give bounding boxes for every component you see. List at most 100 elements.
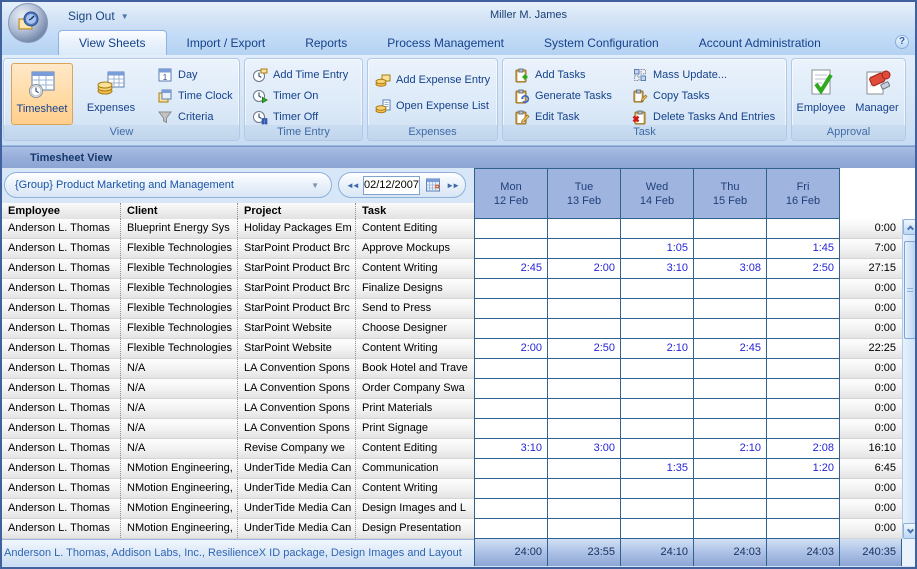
calendar-icon[interactable] — [425, 177, 441, 193]
criteria-button[interactable]: Criteria — [152, 106, 238, 127]
time-cell[interactable]: 1:45 — [767, 239, 840, 259]
tab-view-sheets[interactable]: View Sheets — [58, 30, 167, 55]
table-row[interactable]: Anderson L. ThomasN/ARevise Company weCo… — [0, 439, 474, 459]
prev-period-icon[interactable]: ◄◄ — [346, 181, 358, 190]
tab-process-management[interactable]: Process Management — [367, 31, 524, 55]
time-cell[interactable] — [475, 319, 548, 339]
time-cell[interactable] — [767, 219, 840, 239]
time-cell[interactable] — [548, 319, 621, 339]
time-cell[interactable]: 2:10 — [694, 439, 767, 459]
app-orb-button[interactable] — [8, 3, 48, 43]
time-cell[interactable] — [475, 299, 548, 319]
column-header-task[interactable]: Task — [355, 203, 474, 219]
scrollbar-thumb[interactable] — [904, 241, 916, 339]
table-row[interactable]: Anderson L. ThomasFlexible TechnologiesS… — [0, 299, 474, 319]
open-expense-list-button[interactable]: Open Expense List — [370, 93, 495, 119]
time-cell[interactable]: 3:00 — [548, 439, 621, 459]
time-cell[interactable]: 2:45 — [694, 339, 767, 359]
time-cell[interactable] — [621, 359, 694, 379]
table-row[interactable]: Anderson L. ThomasNMotion Engineering,Un… — [0, 519, 474, 539]
time-cell[interactable]: 2:00 — [548, 259, 621, 279]
time-cell[interactable] — [621, 319, 694, 339]
generate-tasks-button[interactable]: Generate Tasks — [509, 85, 627, 106]
table-row[interactable]: Anderson L. ThomasFlexible TechnologiesS… — [0, 239, 474, 259]
time-cell[interactable] — [767, 299, 840, 319]
time-cell[interactable] — [694, 499, 767, 519]
time-cell[interactable]: 2:08 — [767, 439, 840, 459]
time-cell[interactable] — [475, 459, 548, 479]
time-cell[interactable] — [475, 519, 548, 539]
time-cell[interactable] — [694, 419, 767, 439]
time-cell[interactable] — [767, 499, 840, 519]
expenses-view-button[interactable]: Expenses — [80, 63, 142, 125]
time-cell[interactable] — [548, 279, 621, 299]
time-cell[interactable] — [767, 359, 840, 379]
time-cell[interactable] — [548, 459, 621, 479]
timer-on-button[interactable]: Timer On — [247, 85, 360, 106]
time-cell[interactable]: 2:50 — [767, 259, 840, 279]
tab-account-administration[interactable]: Account Administration — [679, 31, 841, 55]
table-row[interactable]: Anderson L. ThomasNMotion Engineering,Un… — [0, 459, 474, 479]
time-cell[interactable] — [694, 459, 767, 479]
edit-task-button[interactable]: Edit Task — [509, 106, 627, 127]
mass-update-button[interactable]: Mass Update... — [627, 64, 785, 85]
tab-import-export[interactable]: Import / Export — [167, 31, 286, 55]
time-cell[interactable] — [767, 279, 840, 299]
time-cell[interactable] — [694, 359, 767, 379]
time-cell[interactable] — [694, 219, 767, 239]
table-row[interactable]: Anderson L. ThomasNMotion Engineering,Un… — [0, 479, 474, 499]
vertical-scrollbar[interactable] — [902, 219, 917, 539]
time-cell[interactable]: 3:10 — [621, 259, 694, 279]
timer-off-button[interactable]: Timer Off — [247, 106, 360, 127]
time-cell[interactable] — [548, 479, 621, 499]
table-row[interactable]: Anderson L. ThomasN/ALA Convention Spons… — [0, 419, 474, 439]
time-cell[interactable] — [548, 379, 621, 399]
employee-approval-button[interactable]: Employee — [794, 63, 848, 125]
time-cell[interactable] — [694, 399, 767, 419]
time-cell[interactable] — [694, 379, 767, 399]
time-cell[interactable] — [548, 359, 621, 379]
time-cell[interactable] — [548, 239, 621, 259]
time-cell[interactable] — [475, 499, 548, 519]
time-clock-button[interactable]: Time Clock — [152, 85, 238, 106]
table-row[interactable]: Anderson L. ThomasFlexible TechnologiesS… — [0, 339, 474, 359]
column-header-client[interactable]: Client — [120, 203, 237, 219]
time-cell[interactable] — [767, 519, 840, 539]
time-cell[interactable] — [694, 319, 767, 339]
time-cell[interactable] — [621, 219, 694, 239]
time-cell[interactable] — [548, 399, 621, 419]
add-tasks-button[interactable]: Add Tasks — [509, 64, 627, 85]
tab-system-configuration[interactable]: System Configuration — [524, 31, 679, 55]
help-icon[interactable]: ? — [895, 35, 909, 49]
time-cell[interactable] — [475, 239, 548, 259]
time-cell[interactable] — [694, 279, 767, 299]
time-cell[interactable]: 2:50 — [548, 339, 621, 359]
time-cell[interactable] — [548, 419, 621, 439]
time-cell[interactable] — [621, 379, 694, 399]
table-row[interactable]: Anderson L. ThomasFlexible TechnologiesS… — [0, 279, 474, 299]
time-cell[interactable] — [694, 299, 767, 319]
time-cell[interactable] — [475, 379, 548, 399]
time-cell[interactable]: 2:10 — [621, 339, 694, 359]
time-cell[interactable]: 2:00 — [475, 339, 548, 359]
time-cell[interactable] — [694, 519, 767, 539]
table-row[interactable]: Anderson L. ThomasFlexible TechnologiesS… — [0, 319, 474, 339]
time-cell[interactable] — [548, 219, 621, 239]
time-cell[interactable] — [621, 439, 694, 459]
add-time-entry-button[interactable]: Add Time Entry — [247, 64, 360, 85]
time-cell[interactable] — [767, 419, 840, 439]
table-row[interactable]: Anderson L. ThomasFlexible TechnologiesS… — [0, 259, 474, 279]
manager-approval-button[interactable]: Manager — [850, 63, 904, 125]
table-row[interactable]: Anderson L. ThomasNMotion Engineering,Un… — [0, 499, 474, 519]
time-cell[interactable] — [767, 319, 840, 339]
next-period-icon[interactable]: ►► — [446, 181, 458, 190]
add-expense-entry-button[interactable]: Add Expense Entry — [370, 67, 495, 93]
time-cell[interactable] — [621, 479, 694, 499]
scroll-down-icon[interactable] — [903, 523, 917, 539]
time-cell[interactable] — [621, 519, 694, 539]
column-header-employee[interactable]: Employee — [0, 203, 120, 219]
table-row[interactable]: Anderson L. ThomasN/ALA Convention Spons… — [0, 379, 474, 399]
time-cell[interactable]: 3:10 — [475, 439, 548, 459]
scroll-up-icon[interactable] — [903, 219, 917, 235]
time-cell[interactable]: 1:35 — [621, 459, 694, 479]
